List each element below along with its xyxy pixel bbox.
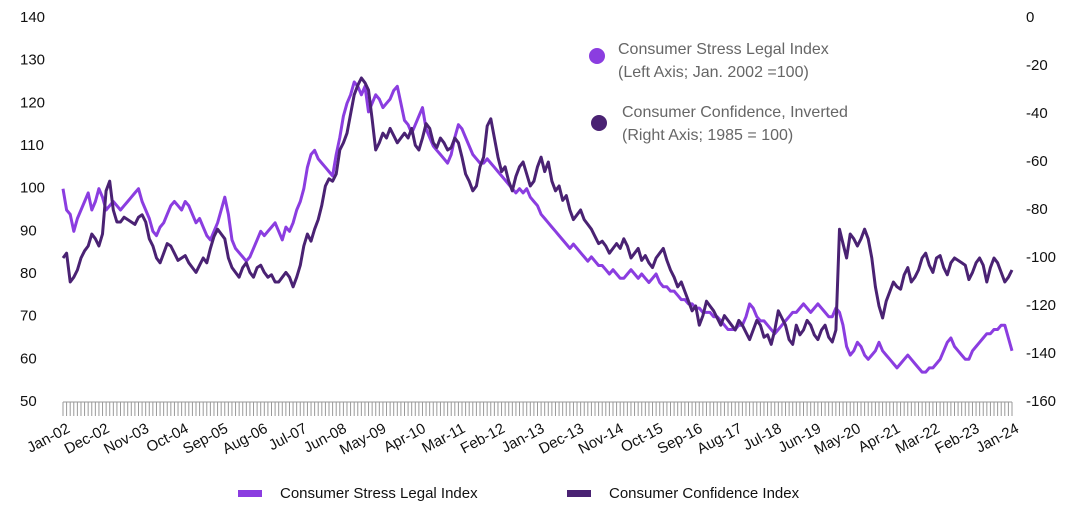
y2-tick-label: -100 xyxy=(1026,249,1056,266)
x-tick-label: Sep-05 xyxy=(180,420,231,458)
x-tick-label: Feb-23 xyxy=(932,420,982,457)
x-tick-label: Aug-06 xyxy=(220,420,271,458)
series-line xyxy=(61,80,1014,374)
annotation: (Right Axis; 1985 = 100) xyxy=(622,127,793,144)
x-tick-label: Apr-10 xyxy=(381,420,429,456)
annotation: (Left Axis; Jan. 2002 =100) xyxy=(618,64,809,81)
x-tick-label: Jan-24 xyxy=(973,420,1021,457)
x-tick-label: Apr-21 xyxy=(855,420,903,456)
legend-swatch xyxy=(238,490,262,497)
x-tick-label: Jul-07 xyxy=(266,420,310,454)
y-tick-label: 70 xyxy=(20,308,37,325)
x-tick-label: Dec-02 xyxy=(62,420,113,458)
y-tick-label: 60 xyxy=(20,350,37,367)
x-tick-label: Mar-22 xyxy=(893,420,943,457)
x-tick-label: Mar-11 xyxy=(419,420,468,457)
x-tick-label: Sep-16 xyxy=(655,420,706,458)
y-tick-label: 80 xyxy=(20,265,37,282)
y-tick-label: 100 xyxy=(20,180,45,197)
series-line xyxy=(61,76,1014,346)
x-tick-label: Jul-18 xyxy=(740,420,784,454)
annotation-marker xyxy=(589,48,605,64)
x-tick-label: Dec-13 xyxy=(536,420,587,458)
y2-tick-label: -80 xyxy=(1026,201,1048,218)
y2-tick-label: -60 xyxy=(1026,153,1048,170)
y2-tick-label: -160 xyxy=(1026,393,1056,410)
annotation-marker xyxy=(591,115,607,131)
y-tick-label: 120 xyxy=(20,94,45,111)
x-tick-label: Feb-12 xyxy=(458,420,508,457)
x-tick-label: Aug-17 xyxy=(694,420,745,458)
x-tick-label: Nov-03 xyxy=(101,420,152,458)
legend-label: Consumer Stress Legal Index xyxy=(280,485,478,502)
legend-label: Consumer Confidence Index xyxy=(609,485,800,502)
x-tick-label: May-09 xyxy=(337,420,389,458)
y-tick-label: 90 xyxy=(20,222,37,239)
annotation: Consumer Stress Legal Index xyxy=(618,41,829,58)
y2-tick-label: -140 xyxy=(1026,345,1056,362)
x-tick-label: Nov-14 xyxy=(576,420,627,458)
y2-tick-label: -120 xyxy=(1026,297,1056,314)
y-tick-label: 130 xyxy=(20,52,45,69)
y-tick-label: 140 xyxy=(20,9,45,26)
y2-tick-label: 0 xyxy=(1026,9,1034,26)
y2-tick-label: -20 xyxy=(1026,57,1048,74)
y2-tick-label: -40 xyxy=(1026,105,1048,122)
y-tick-label: 50 xyxy=(20,393,37,410)
annotation: Consumer Confidence, Inverted xyxy=(622,104,848,121)
y-tick-label: 110 xyxy=(20,137,44,154)
x-tick-label: May-20 xyxy=(811,420,863,458)
legend-swatch xyxy=(567,490,591,497)
